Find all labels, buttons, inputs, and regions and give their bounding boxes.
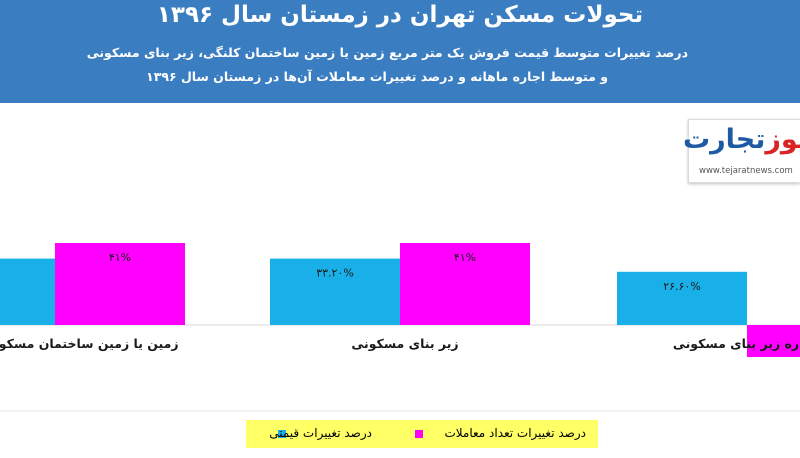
data-label-price-2: ۲۶.۶۰% <box>663 280 701 293</box>
bar-chart: ...%۴۱%زمین یا زمین ساختمان مسکونی۳۳.۲۰%… <box>0 243 800 412</box>
data-label-transactions-0: ۴۱% <box>109 251 131 264</box>
bar-price-0 <box>0 258 55 325</box>
logo-wordmark-blue: تجارت <box>682 124 766 155</box>
logo-url: www.tejaratnews.com <box>699 166 793 176</box>
bar-price-1 <box>270 258 400 325</box>
legend-label-price: درصد تغییرات قیمتی <box>269 426 372 440</box>
bar-transactions-2 <box>747 325 800 357</box>
legend-label-transactions: درصد تغییرات تعداد معاملات <box>444 426 586 440</box>
chart-subtitle-line-2: و متوسط اجاره ماهانه و درصد تغییرات معام… <box>146 69 608 84</box>
chart-header: تحولات مسکن تهران در زمستان سال ۱۳۹۶ درص… <box>0 0 800 103</box>
category-label-0: زمین یا زمین ساختمان مسکونی <box>0 336 179 351</box>
bar-transactions-1 <box>400 243 530 325</box>
category-label-1: زیر بنای مسکونی <box>351 336 458 351</box>
chart-legend: درصد تغییرات قیمتی درصد تغییرات تعداد مع… <box>246 420 598 448</box>
chart-title: تحولات مسکن تهران در زمستان سال ۱۳۹۶ <box>156 2 644 28</box>
legend-swatch-transactions <box>415 430 423 438</box>
bar-price-2 <box>617 271 747 325</box>
legend-swatch-price <box>278 430 286 438</box>
bar-transactions-0 <box>55 243 185 325</box>
chart-subtitle-line-1: درصد تغییرات متوسط قیمت فروش یک متر مربع… <box>86 45 688 60</box>
data-label-price-1: ۳۳.۲۰% <box>316 267 354 280</box>
category-label-2: اجاره زیر بنای مسکونی <box>673 336 800 351</box>
data-label-transactions-1: ۴۱% <box>454 251 476 264</box>
